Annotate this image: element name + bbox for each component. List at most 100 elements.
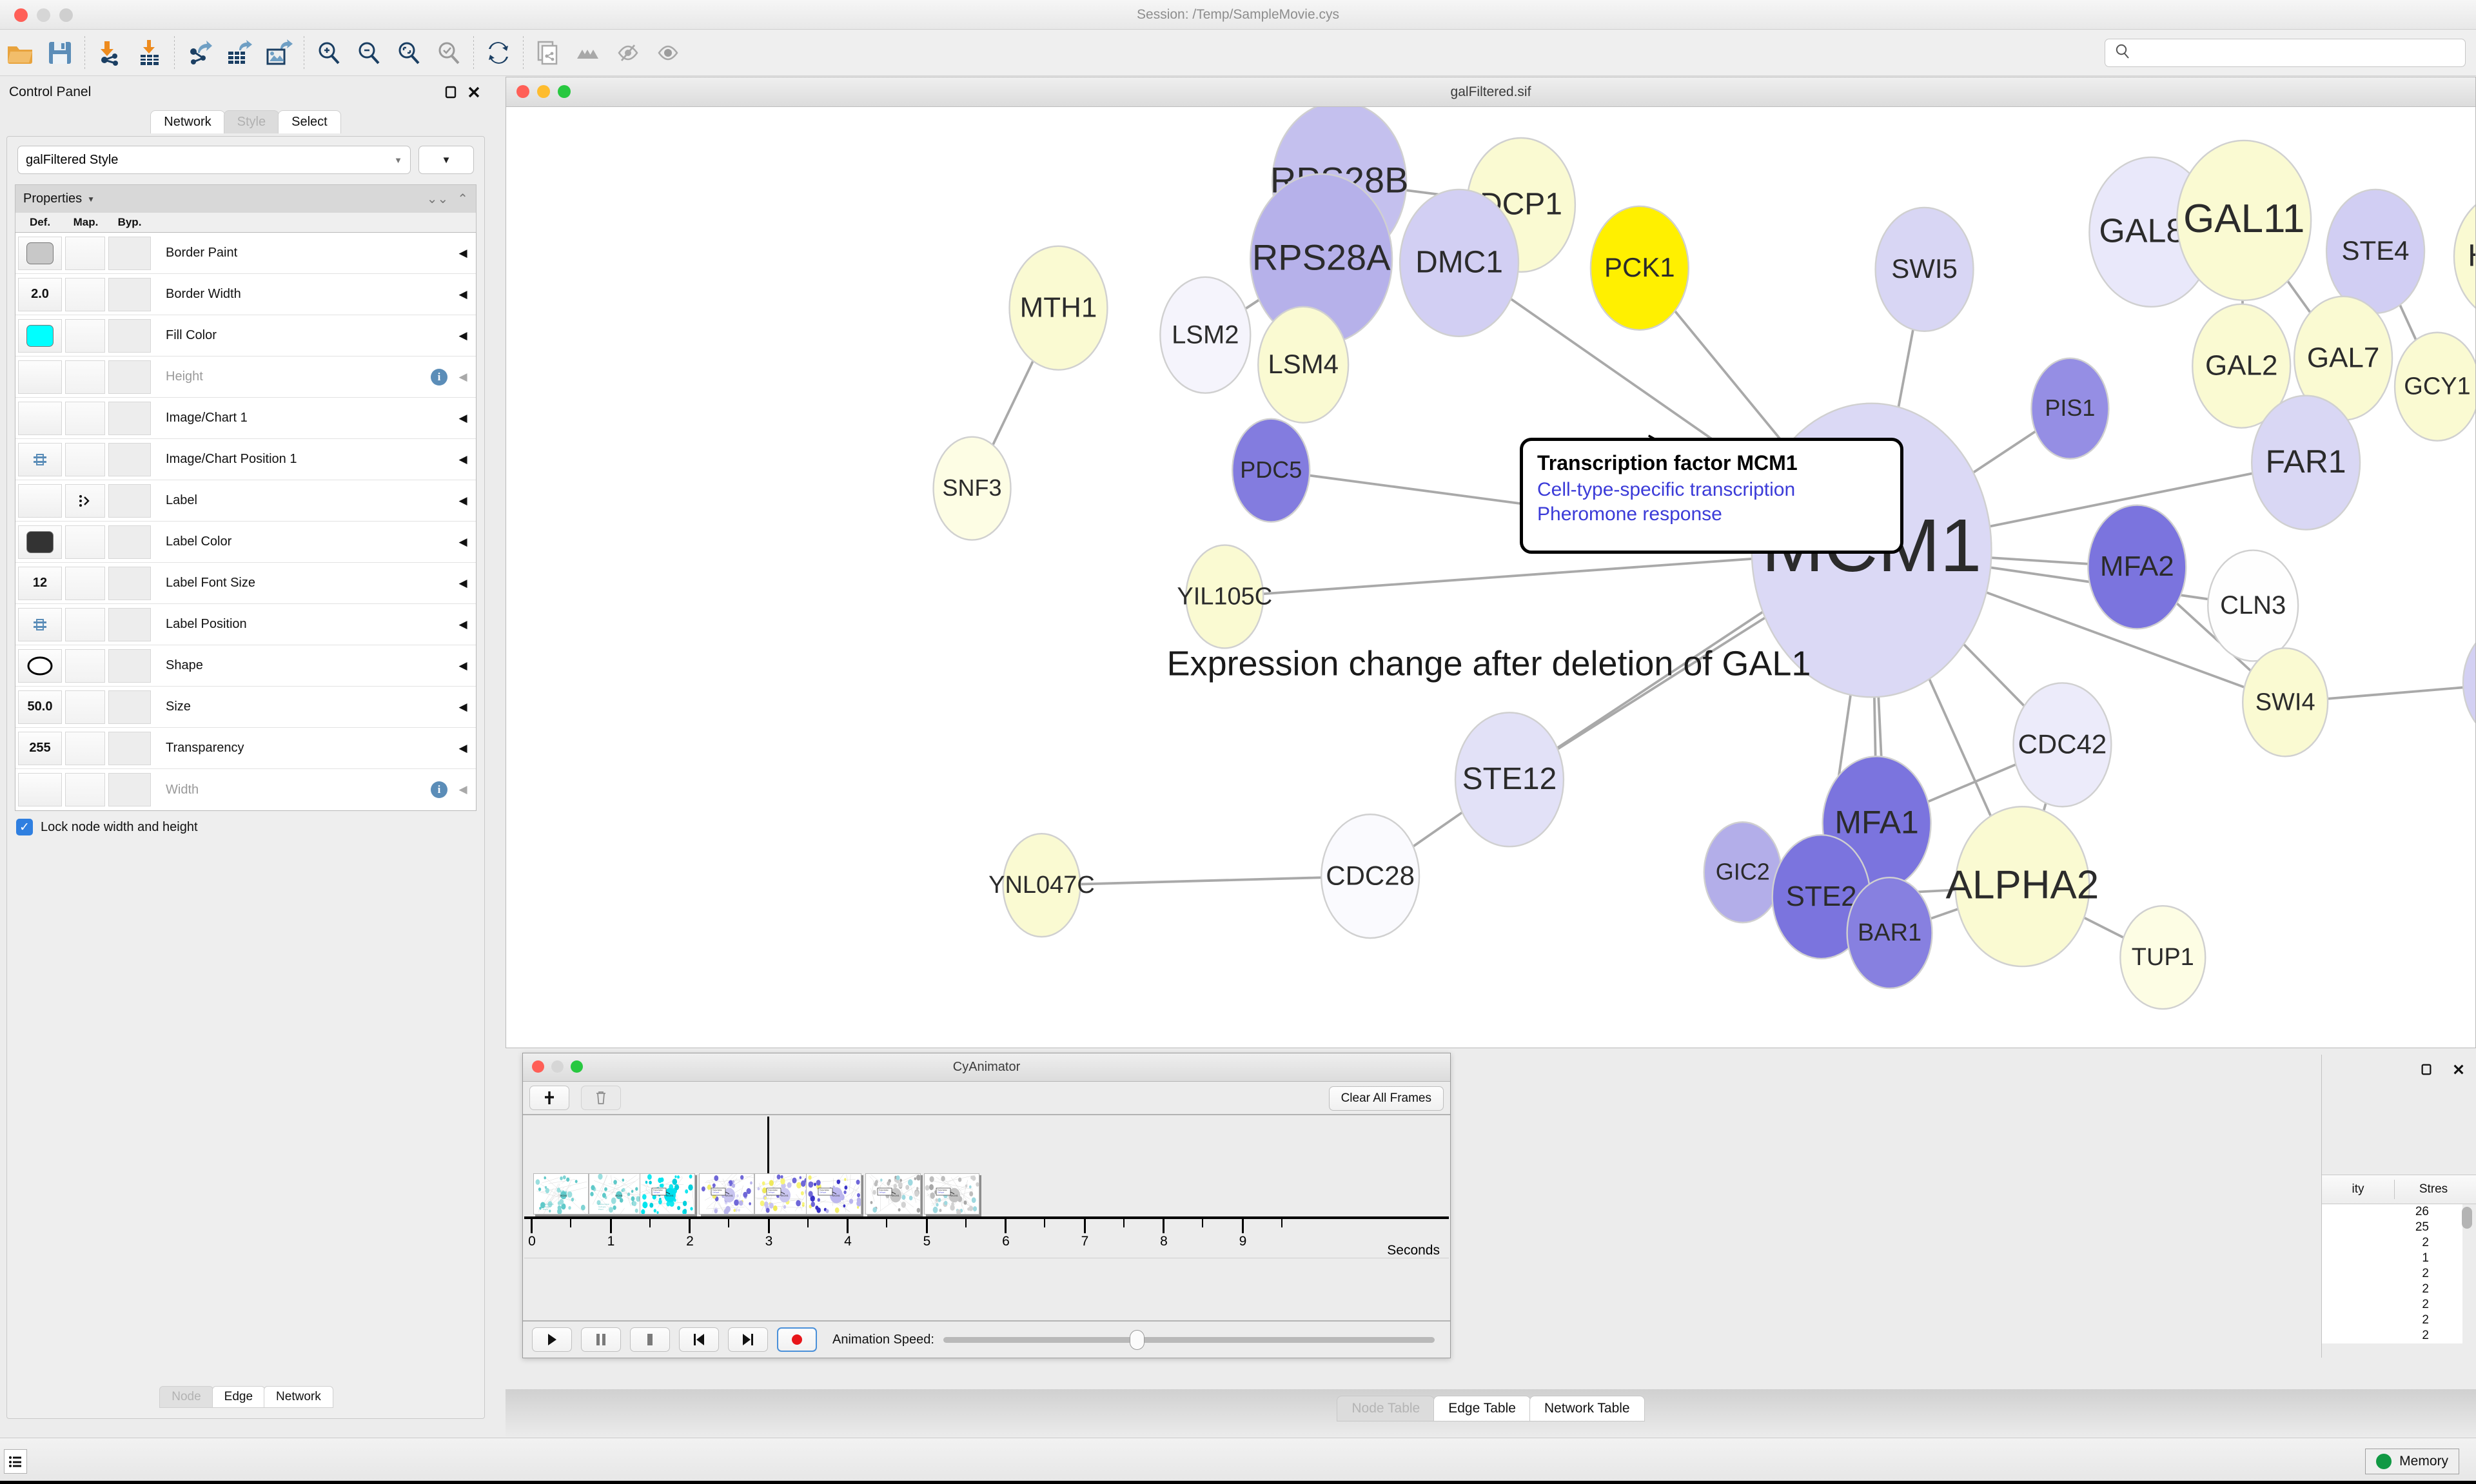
tab-node-table[interactable]: Node Table <box>1337 1396 1435 1421</box>
import-network-icon[interactable] <box>90 33 130 73</box>
info-icon[interactable]: i <box>431 368 447 386</box>
property-bypass-cell[interactable] <box>108 731 151 765</box>
property-mapping-cell[interactable] <box>65 607 105 641</box>
pause-button[interactable] <box>581 1327 621 1352</box>
play-button[interactable] <box>532 1327 572 1352</box>
property-row[interactable]: Label Position ◀ <box>15 604 476 645</box>
tab-network-table[interactable]: Network Table <box>1529 1396 1645 1421</box>
graph-node[interactable]: PDC5 <box>1232 418 1311 523</box>
property-row[interactable]: 2.0 Border Width ◀ <box>15 274 476 315</box>
property-bypass-cell[interactable] <box>108 566 151 600</box>
graph-node[interactable]: STE2 <box>1771 834 1871 960</box>
chevron-down-icon[interactable]: ▼ <box>87 194 95 204</box>
property-bypass-cell[interactable] <box>108 401 151 435</box>
graph-node[interactable]: STE4 <box>2325 188 2426 314</box>
record-button[interactable] <box>777 1327 817 1352</box>
node-ellipse[interactable] <box>1002 833 1081 938</box>
property-bypass-cell[interactable] <box>108 360 151 394</box>
property-default-cell[interactable] <box>18 236 62 270</box>
tab-select[interactable]: Select <box>278 110 341 133</box>
timeline-frame[interactable]: MCM1 Transcription Cell-type <box>924 1173 980 1215</box>
close-icon[interactable] <box>2450 1061 2467 1078</box>
property-mapping-cell[interactable] <box>65 649 105 683</box>
zoom-out-icon[interactable] <box>349 33 389 73</box>
expand-property-arrow-icon[interactable]: ◀ <box>458 700 467 713</box>
graph-node[interactable]: LSM2 <box>1159 276 1252 394</box>
expand-property-arrow-icon[interactable]: ◀ <box>458 370 467 383</box>
property-row[interactable]: 50.0 Size ◀ <box>15 687 476 728</box>
node-ellipse[interactable] <box>932 436 1012 541</box>
column-header-stress[interactable]: Stres <box>2419 1182 2448 1196</box>
close-window-button[interactable] <box>14 8 28 22</box>
stop-button[interactable] <box>630 1327 670 1352</box>
property-bypass-cell[interactable] <box>108 318 151 353</box>
zoom-selected-icon[interactable] <box>429 33 469 73</box>
node-ellipse[interactable] <box>1257 306 1350 424</box>
info-icon[interactable]: i <box>431 781 447 798</box>
node-ellipse[interactable] <box>1454 712 1565 848</box>
property-bypass-cell[interactable] <box>108 690 151 724</box>
new-network-from-selection-icon[interactable] <box>528 33 568 73</box>
node-ellipse[interactable] <box>1185 544 1264 649</box>
property-row[interactable]: Image/Chart 1 ◀ <box>15 398 476 439</box>
import-table-icon[interactable] <box>130 33 170 73</box>
node-ellipse[interactable] <box>2087 504 2187 630</box>
property-default-cell[interactable]: 255 <box>18 731 62 765</box>
expand-property-arrow-icon[interactable]: ◀ <box>458 783 467 796</box>
float-panel-icon[interactable] <box>2418 1061 2435 1078</box>
lock-node-size-row[interactable]: ✓ Lock node width and height <box>16 819 475 835</box>
table-row[interactable]: 1 <box>2322 1251 2462 1266</box>
property-bypass-cell[interactable] <box>108 773 151 806</box>
node-ellipse[interactable] <box>1954 806 2090 968</box>
node-ellipse[interactable] <box>1159 276 1252 394</box>
graph-node[interactable]: GAL7 <box>2293 295 2393 421</box>
property-row[interactable]: Fill Color ◀ <box>15 315 476 356</box>
step-forward-button[interactable] <box>728 1327 768 1352</box>
property-default-cell[interactable]: 2.0 <box>18 277 62 311</box>
zoom-network-button[interactable] <box>558 85 571 98</box>
close-network-button[interactable] <box>516 85 529 98</box>
step-back-button[interactable] <box>679 1327 719 1352</box>
property-row[interactable]: Shape ◀ <box>15 645 476 687</box>
table-row[interactable]: 26 <box>2322 1204 2462 1220</box>
graph-node[interactable]: CDC42 <box>2012 682 2112 808</box>
expand-property-arrow-icon[interactable]: ◀ <box>458 411 467 424</box>
graph-node[interactable]: GAL2 <box>2192 303 2292 429</box>
property-row[interactable]: Label Color ◀ <box>15 522 476 563</box>
property-bypass-cell[interactable] <box>108 442 151 476</box>
property-default-cell[interactable] <box>18 483 62 518</box>
property-row[interactable]: Height i ◀ <box>15 356 476 398</box>
table-row[interactable]: 2 <box>2322 1266 2462 1282</box>
lock-node-size-checkbox[interactable]: ✓ <box>16 819 33 835</box>
property-default-cell[interactable] <box>18 360 62 394</box>
export-network-icon[interactable] <box>179 33 219 73</box>
float-panel-icon[interactable] <box>442 84 459 101</box>
timeline-playhead[interactable] <box>767 1117 769 1216</box>
property-mapping-cell[interactable] <box>65 277 105 311</box>
graph-node[interactable]: SWI5 <box>1874 206 1974 332</box>
collapse-all-icon[interactable]: ⌃ <box>457 192 468 206</box>
scrollbar-thumb[interactable] <box>2462 1207 2472 1229</box>
expand-property-arrow-icon[interactable]: ◀ <box>458 535 467 548</box>
property-default-cell[interactable] <box>18 773 62 806</box>
node-ellipse[interactable] <box>1320 814 1420 939</box>
graph-node[interactable]: MTH1 <box>1008 245 1108 371</box>
save-icon[interactable] <box>40 33 80 73</box>
table-row[interactable]: 2 <box>2322 1313 2462 1328</box>
property-row[interactable]: Width i ◀ <box>15 769 476 810</box>
graph-node[interactable]: YIL105C <box>1177 544 1272 649</box>
node-ellipse[interactable] <box>2393 331 2475 442</box>
table-row[interactable]: 2 <box>2322 1235 2462 1251</box>
graph-node[interactable]: TUP1 <box>2119 904 2206 1010</box>
node-ellipse[interactable] <box>1846 876 1933 990</box>
property-bypass-cell[interactable] <box>108 483 151 518</box>
export-image-icon[interactable] <box>259 33 299 73</box>
property-mapping-cell[interactable] <box>65 236 105 270</box>
timeline-frame[interactable]: MCM1 Transcription Cell-type <box>699 1173 755 1215</box>
property-default-cell[interactable] <box>18 318 62 353</box>
add-frame-button[interactable] <box>529 1086 569 1110</box>
property-mapping-cell[interactable] <box>65 401 105 435</box>
property-bypass-cell[interactable] <box>108 277 151 311</box>
node-ellipse[interactable] <box>1008 245 1108 371</box>
